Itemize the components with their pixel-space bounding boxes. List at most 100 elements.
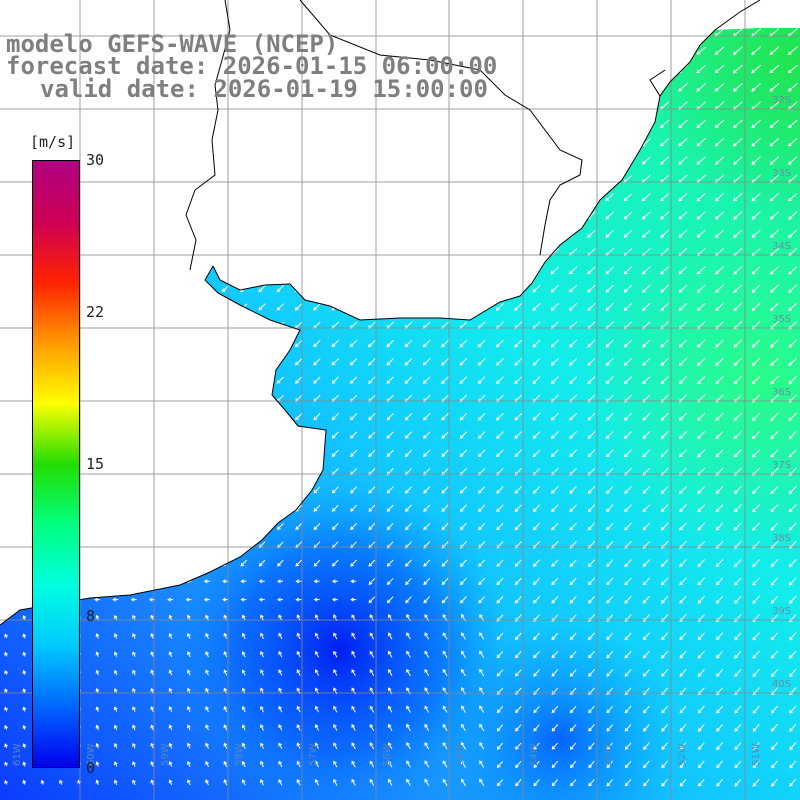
wind-vector <box>697 192 706 202</box>
wind-vector <box>678 156 688 165</box>
wind-vector <box>698 723 705 732</box>
wind-vector <box>716 559 724 567</box>
wind-vector-head <box>514 453 519 458</box>
wind-vector-head <box>258 288 263 293</box>
wind-vector <box>461 632 466 640</box>
wind-vector-head <box>715 581 720 586</box>
wind-vector-head <box>533 563 537 567</box>
wind-vector-head <box>788 600 793 604</box>
wind-vector-head <box>150 742 155 747</box>
wind-vector <box>551 559 559 567</box>
wind-vector-head <box>660 417 665 421</box>
wind-vector <box>697 485 706 494</box>
wind-vector <box>278 706 283 713</box>
wind-vector-head <box>296 724 301 728</box>
wind-vector <box>406 760 411 768</box>
wind-vector <box>679 504 687 512</box>
wind-vector <box>313 376 321 384</box>
wind-vector <box>733 357 743 366</box>
model-title: modelo GEFS-WAVE (NCEP) <box>6 30 339 58</box>
wind-vector <box>333 779 338 786</box>
wind-vector-head <box>679 545 683 549</box>
wind-vector <box>278 779 283 786</box>
wind-vector <box>643 577 650 586</box>
wind-vector <box>514 357 523 366</box>
wind-vector <box>441 577 449 585</box>
wind-vector <box>533 650 540 659</box>
wind-vector <box>624 577 632 586</box>
wind-vector-head <box>205 742 209 747</box>
wind-vector <box>733 376 743 384</box>
wind-vector-head <box>733 508 738 513</box>
wind-vector-head <box>569 709 574 714</box>
wind-vector <box>678 101 688 110</box>
wind-vector-head <box>624 453 628 458</box>
wind-vector-head <box>168 706 173 711</box>
wind-vector-head <box>205 760 209 765</box>
wind-vector-head <box>278 724 282 729</box>
wind-vector-head <box>205 669 209 674</box>
wind-vector-head <box>514 581 519 586</box>
wind-vector <box>660 229 670 238</box>
wind-vector <box>624 431 632 439</box>
wind-vector <box>424 669 430 677</box>
wind-vector-head <box>624 673 629 677</box>
wind-vector-head <box>751 124 756 129</box>
wind-vector <box>532 357 541 366</box>
wind-vector-head <box>4 633 9 638</box>
wind-vector-head <box>205 651 209 656</box>
wind-vector-head <box>605 453 610 458</box>
wind-vector <box>624 486 632 494</box>
wind-vector <box>351 706 356 713</box>
wind-vector <box>313 504 321 512</box>
wind-vector <box>788 247 798 257</box>
wind-vector <box>752 522 761 531</box>
wind-vector-head <box>368 599 373 604</box>
wind-vector <box>770 247 779 256</box>
wind-vector-head <box>423 599 428 604</box>
wind-vector-head <box>679 746 684 750</box>
wind-vector-head <box>223 614 228 619</box>
wind-vector <box>569 486 577 494</box>
wind-vector <box>496 596 504 604</box>
wind-vector-head <box>278 669 282 674</box>
wind-vector <box>240 559 247 567</box>
wind-vector <box>606 577 614 585</box>
wind-vector-head <box>587 307 592 311</box>
wind-vector-head <box>605 234 610 238</box>
wind-vector <box>697 650 705 659</box>
wind-vector <box>770 449 779 458</box>
wind-vector <box>242 779 246 786</box>
wind-vector <box>552 779 558 787</box>
wind-vector-head <box>223 705 228 710</box>
longitude-label: 57W <box>308 743 319 766</box>
wind-vector <box>515 559 522 567</box>
wind-vector <box>606 595 614 604</box>
wind-vector <box>697 229 706 238</box>
wind-vector-head <box>368 581 373 585</box>
wind-vector-head <box>660 197 664 202</box>
wind-vector <box>770 137 780 147</box>
wind-vector-head <box>733 453 738 458</box>
wind-vector <box>259 559 266 567</box>
wind-vector-head <box>587 362 592 366</box>
wind-vector-head <box>660 142 664 147</box>
wind-vector <box>551 431 559 439</box>
wind-vector <box>533 412 541 421</box>
wind-vector-head <box>187 687 191 692</box>
wind-vector-head <box>314 705 319 710</box>
wind-vector <box>642 247 651 256</box>
wind-vector-head <box>424 705 428 710</box>
wind-vector-head <box>715 307 719 312</box>
wind-vector-head <box>369 650 374 655</box>
wind-vector <box>388 724 393 731</box>
wind-vector-head <box>550 416 555 421</box>
wind-vector-head <box>479 650 483 655</box>
wind-vector-head <box>642 618 647 622</box>
wind-vector-head <box>296 669 301 674</box>
wind-vector <box>661 742 668 750</box>
wind-vector <box>625 760 632 768</box>
wind-vector <box>515 705 522 713</box>
wind-vector <box>459 321 468 329</box>
wind-vector-head <box>404 361 409 366</box>
